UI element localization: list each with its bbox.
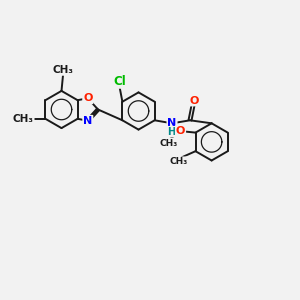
Text: Cl: Cl — [113, 75, 126, 88]
Text: CH₃: CH₃ — [159, 139, 178, 148]
Text: CH₃: CH₃ — [52, 65, 74, 75]
Text: N: N — [83, 116, 92, 126]
Text: CH₃: CH₃ — [13, 114, 34, 124]
Text: O: O — [83, 93, 92, 103]
Text: O: O — [176, 126, 185, 136]
Text: CH₃: CH₃ — [170, 157, 188, 166]
Text: N: N — [167, 118, 177, 128]
Text: H: H — [167, 127, 175, 137]
Text: O: O — [190, 95, 199, 106]
